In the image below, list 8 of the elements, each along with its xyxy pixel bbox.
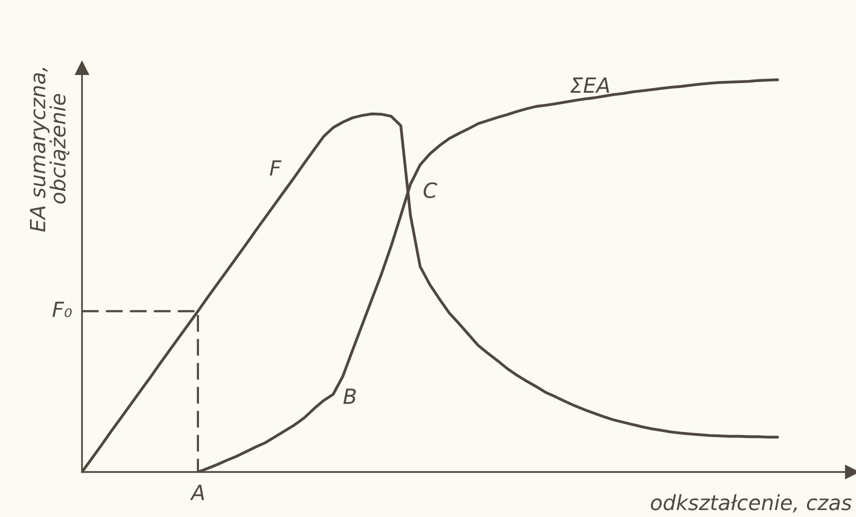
x-axis-title: odkształcenie, czas bbox=[650, 494, 852, 512]
y-axis-title: EA sumaryczna, obciążenie bbox=[30, 68, 70, 232]
series-label: F bbox=[270, 160, 282, 176]
annotation: B bbox=[343, 388, 356, 404]
text: A bbox=[190, 484, 204, 500]
ref-line-label: F₀ bbox=[52, 302, 72, 318]
series-label: ΣEA bbox=[570, 78, 610, 93]
annotation: C bbox=[424, 182, 438, 198]
